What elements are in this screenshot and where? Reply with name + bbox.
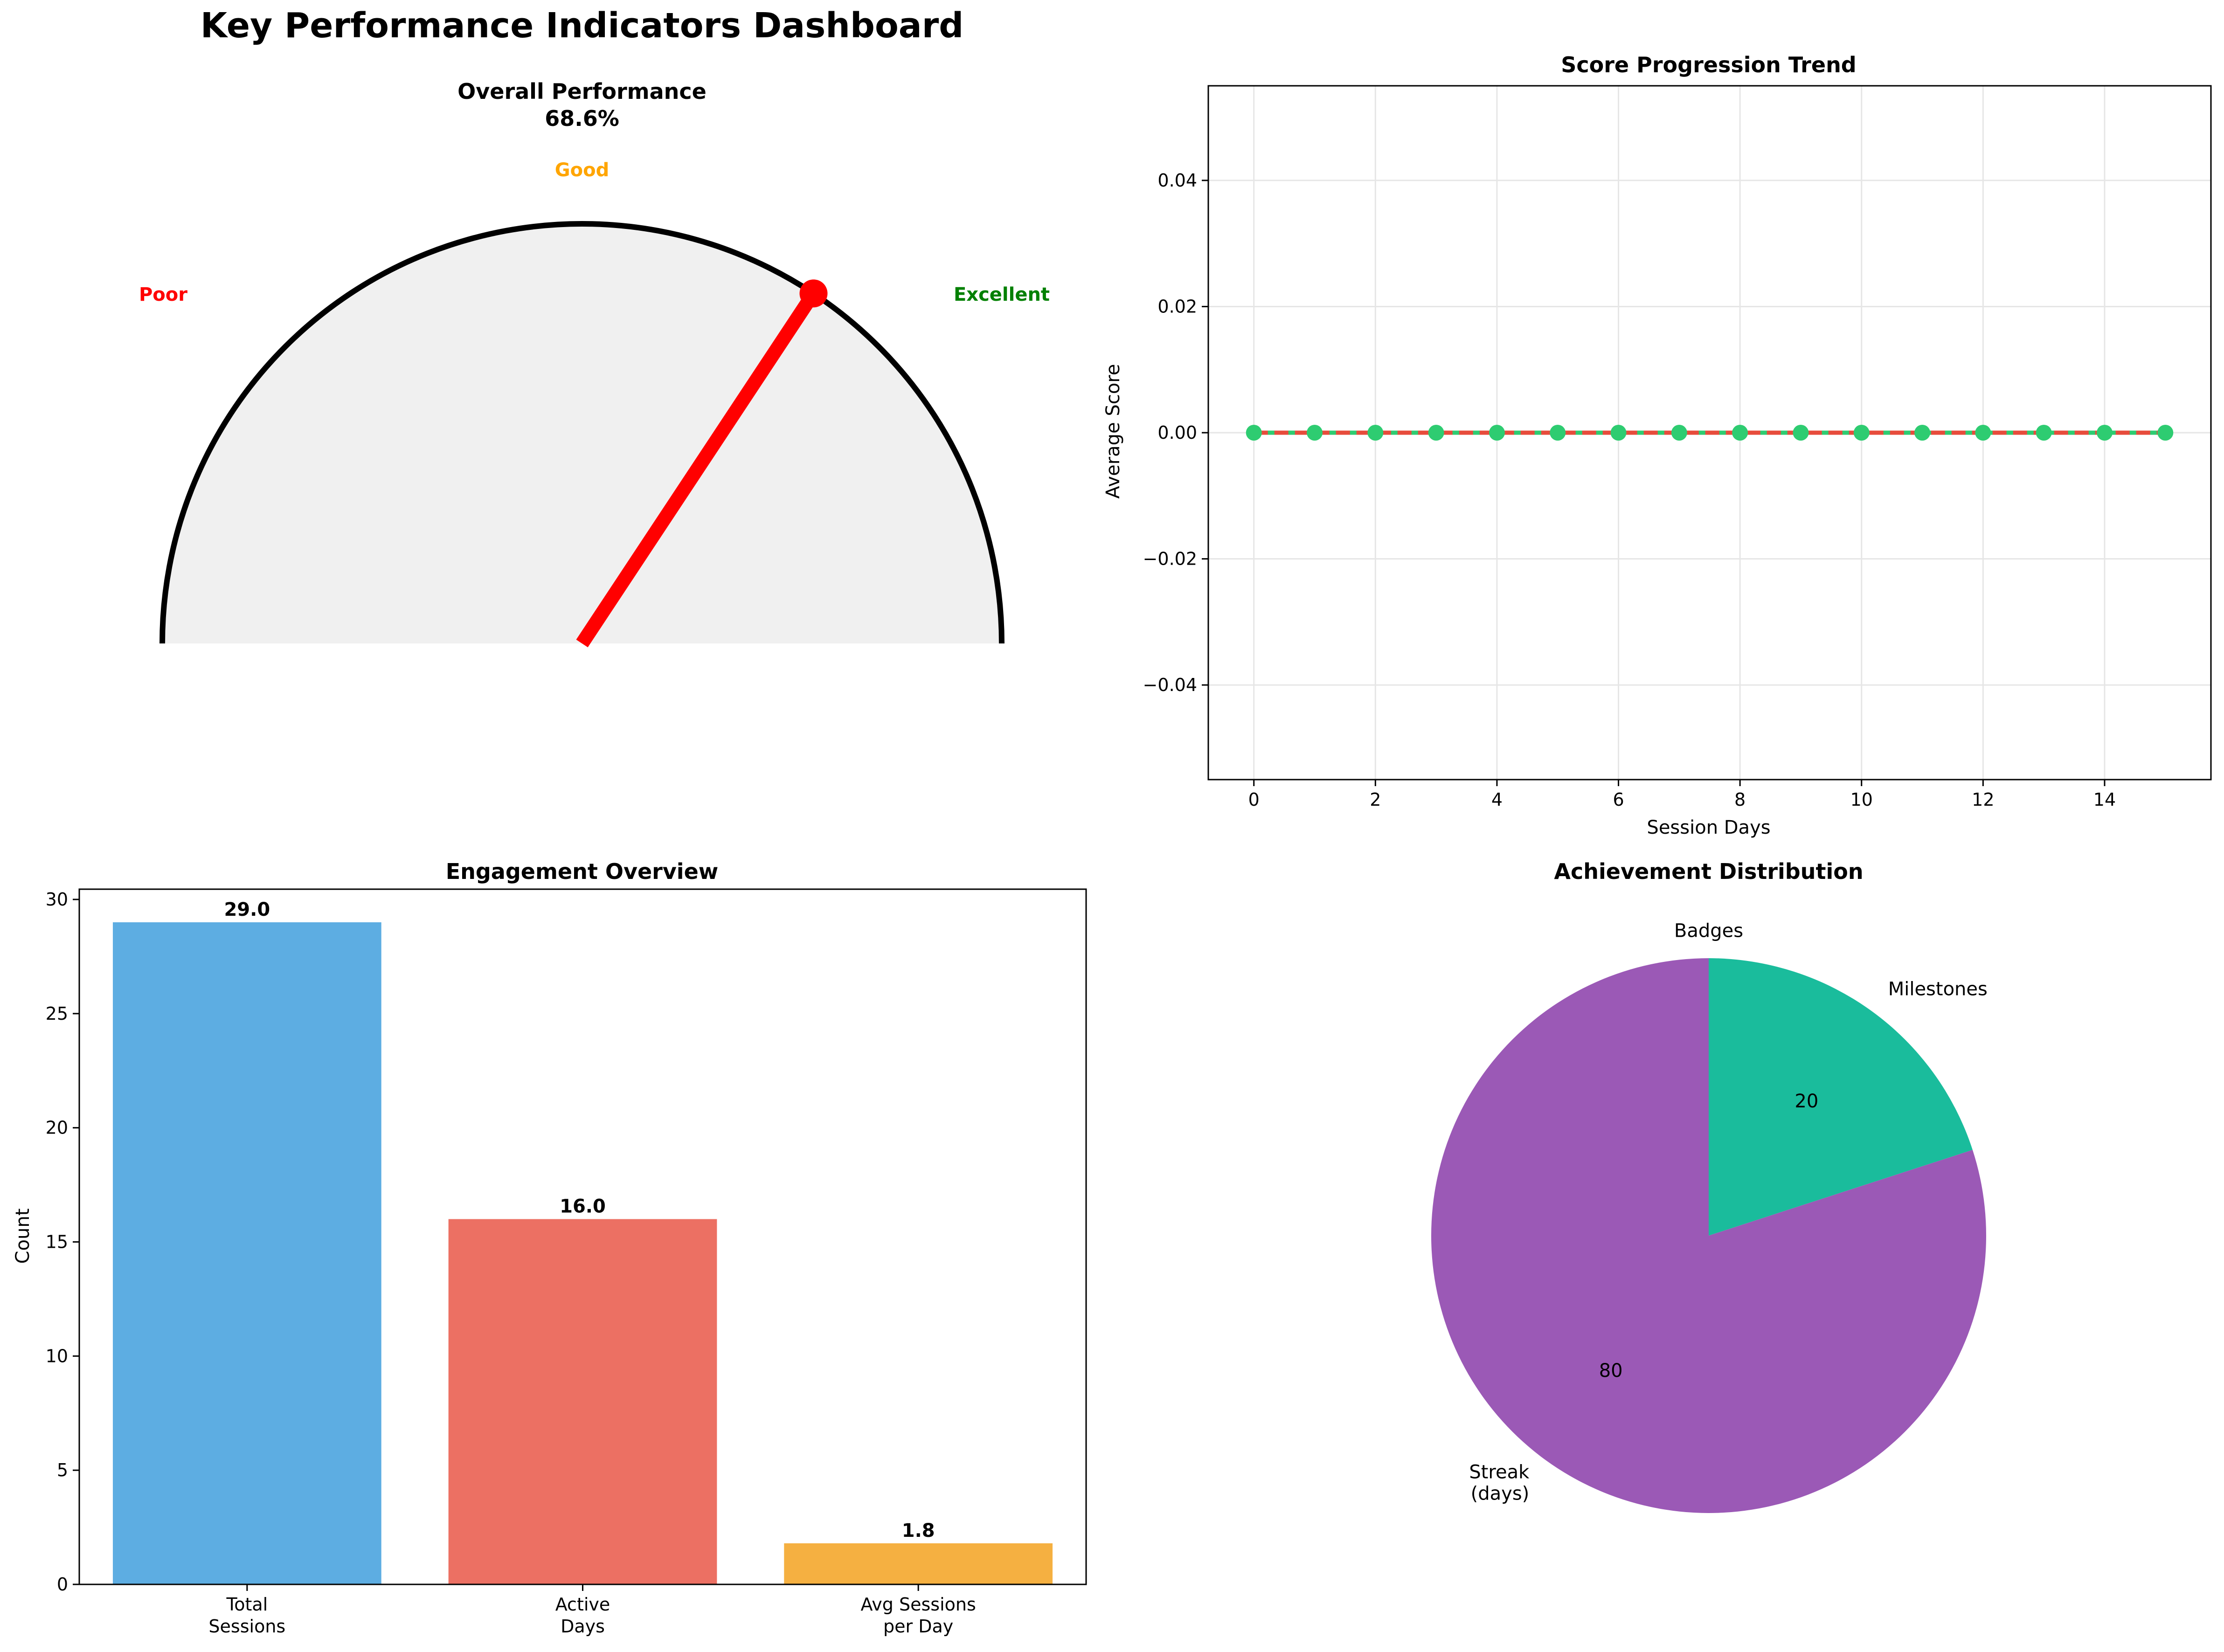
line-point <box>1671 425 1687 441</box>
line-point <box>1307 425 1323 441</box>
bar-3 <box>784 1543 1053 1584</box>
gauge-panel: Overall Performance 68.6% Poor Good Excell… <box>139 79 1050 648</box>
line-x-axis-label: Session Days <box>1647 817 1770 838</box>
line-y-tick-label: 0.00 <box>1157 422 1197 443</box>
bar-category-label: Days <box>561 1616 605 1637</box>
gauge-zone-label-excellent: Excellent <box>954 284 1050 305</box>
pie-chart-title: Achievement Distribution <box>1554 859 1863 884</box>
line-point <box>1853 425 1870 441</box>
gauge-needle-tip <box>799 279 828 308</box>
gauge-chart: Poor Good Excellent <box>139 159 1050 648</box>
pie-category-label: Streak <box>1469 1462 1530 1483</box>
bar-y-tick-label: 0 <box>57 1574 68 1595</box>
line-y-tick-label: −0.02 <box>1143 549 1197 569</box>
bar-category-label: per Day <box>883 1616 953 1637</box>
line-y-axis-label: Average Score <box>1102 364 1124 498</box>
bar-plot-frame <box>78 888 1087 1585</box>
pie-panel: Achievement Distribution 0Badges20Milest… <box>1431 859 1988 1513</box>
bar-y-tick-label: 10 <box>46 1346 68 1366</box>
line-x-tick-label: 4 <box>1491 789 1503 810</box>
bar-y-tick-label: 30 <box>46 889 68 910</box>
line-y-tick-label: 0.02 <box>1157 296 1197 317</box>
pie-category-label: (days) <box>1471 1483 1530 1505</box>
pie-category-label: Badges <box>1674 920 1743 942</box>
line-point <box>2157 425 2174 441</box>
pie-value-label: 80 <box>1599 1360 1623 1382</box>
pie-chart: 0Badges20Milestones80Streak(days) <box>1431 920 1988 1513</box>
line-x-tick-label: 2 <box>1370 789 1381 810</box>
line-x-tick-label: 8 <box>1734 789 1746 810</box>
pie-category-label: Milestones <box>1888 978 1988 1000</box>
line-point <box>1793 425 1809 441</box>
line-point <box>1367 425 1384 441</box>
bar-y-tick-label: 25 <box>46 1003 68 1024</box>
line-x-tick-label: 6 <box>1613 789 1624 810</box>
gauge-value-label: 68.6% <box>545 106 619 131</box>
line-point <box>1489 425 1505 441</box>
figure-title: Key Performance Indicators Dashboard <box>201 6 963 46</box>
bar-category-label: Total <box>226 1594 268 1615</box>
line-point <box>1914 425 1931 441</box>
line-y-tick-label: 0.04 <box>1157 170 1197 191</box>
gauge-zone-label-poor: Poor <box>139 284 187 305</box>
bar-value-label: 16.0 <box>560 1196 606 1217</box>
gauge-arc <box>159 221 1005 644</box>
gauge-title: Overall Performance <box>457 79 707 104</box>
line-point <box>1428 425 1444 441</box>
line-point <box>1732 425 1748 441</box>
line-point <box>1550 425 1566 441</box>
bar-y-tick-label: 5 <box>57 1460 68 1480</box>
bar-value-label: 1.8 <box>902 1520 935 1541</box>
bar-value-label: 29.0 <box>224 899 270 920</box>
line-x-tick-label: 14 <box>2093 789 2116 810</box>
line-y-tick-label: −0.04 <box>1143 675 1197 695</box>
line-point <box>1610 425 1627 441</box>
bar-chart-title: Engagement Overview <box>446 859 719 884</box>
bar-y-tick-label: 15 <box>46 1232 68 1252</box>
line-x-tick-label: 12 <box>1972 789 1994 810</box>
bar-1 <box>112 922 381 1584</box>
line-x-tick-label: 0 <box>1248 789 1260 810</box>
pie-slice-2 <box>1709 958 1973 1236</box>
line-point <box>1975 425 1991 441</box>
line-chart: 0 2 4 6 8 10 12 14 −0.04 −0.02 0.00 0.02 0.04 <box>1143 85 2212 810</box>
pie-value-label: 20 <box>1794 1091 1818 1112</box>
bar-2 <box>448 1219 717 1584</box>
line-point <box>2036 425 2052 441</box>
gauge-zone-label-good: Good <box>555 159 609 181</box>
gauge-needle <box>576 290 819 648</box>
line-point <box>1246 425 1262 441</box>
bar-category-label: Sessions <box>208 1616 285 1637</box>
line-chart-title: Score Progression Trend <box>1561 52 1857 77</box>
bar-y-tick-label: 20 <box>46 1118 68 1138</box>
bar-category-label: Avg Sessions <box>861 1594 976 1615</box>
line-point <box>2096 425 2113 441</box>
pie-slice-3 <box>1431 958 1986 1513</box>
bar-category-label: Active <box>555 1594 610 1615</box>
bar-y-axis-label: Count <box>12 1209 34 1264</box>
line-panel: Score Progression Trend 0 2 4 6 8 10 12 14 −0.04… <box>1102 52 2212 838</box>
line-x-tick-label: 10 <box>1850 789 1873 810</box>
